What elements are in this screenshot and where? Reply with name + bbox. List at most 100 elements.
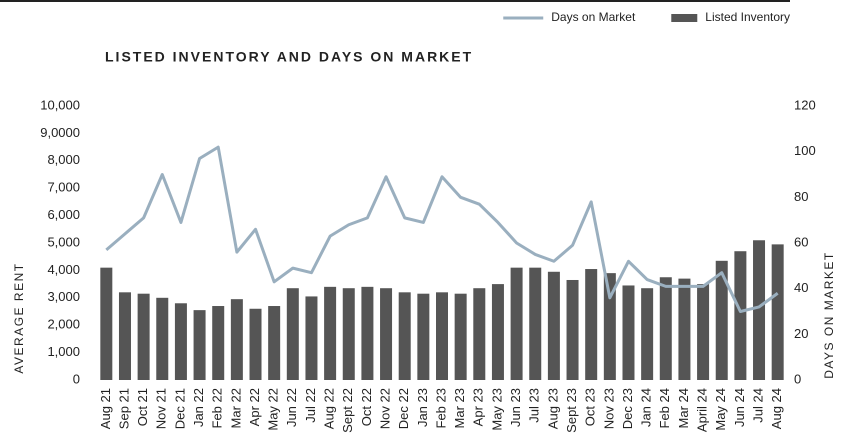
y-tick-label: 5,000 (47, 234, 80, 249)
bar (342, 288, 355, 380)
y-tick-label: 3,000 (47, 289, 80, 304)
x-tick-label: May 22 (266, 388, 281, 431)
bar (380, 288, 393, 380)
bar (585, 269, 598, 380)
chart-title: LISTED INVENTORY AND DAYS ON MARKET (105, 49, 473, 65)
y2-tick-label: 100 (794, 143, 816, 158)
x-tick-label: Apr 22 (247, 388, 262, 426)
y-tick-label: 0 (73, 371, 80, 386)
bar (566, 279, 579, 380)
bar (156, 297, 169, 380)
bar (324, 286, 337, 380)
x-tick-label: Sept 22 (340, 388, 355, 433)
y-tick-label: 6,000 (47, 207, 80, 222)
x-tick-label: Aug 24 (769, 388, 784, 429)
bar (398, 292, 411, 380)
x-tick-label: May 23 (489, 388, 504, 431)
y2-axis-label: DAYS ON MARKET (822, 251, 836, 378)
bar (641, 288, 654, 380)
top-rule (0, 0, 790, 2)
y2-tick-label: 0 (794, 371, 801, 386)
y2-tick-label: 60 (794, 234, 808, 249)
x-tick-label: Jan 23 (415, 388, 430, 427)
bar (678, 278, 691, 380)
x-tick-label: Dec 22 (396, 388, 411, 429)
bar (212, 306, 225, 380)
x-tick-label: Oct 22 (359, 388, 374, 426)
x-tick-label: Jun 22 (284, 388, 299, 427)
bar (249, 308, 262, 380)
bar (491, 284, 504, 380)
bar (286, 288, 299, 380)
x-tick-label: Feb 22 (210, 388, 225, 428)
x-tick-label: Dec 23 (620, 388, 635, 429)
y2-tick-label: 80 (794, 189, 808, 204)
x-tick-label: Jun 23 (508, 388, 523, 427)
x-tick-label: Mar 24 (676, 388, 691, 428)
bar (659, 277, 672, 380)
x-tick-label: Mar 22 (228, 388, 243, 428)
bar (622, 285, 635, 380)
bar (529, 267, 542, 380)
bar (771, 244, 784, 380)
y-tick-label: 2,000 (47, 317, 80, 332)
bar (137, 293, 150, 380)
bar (753, 240, 766, 380)
y2-tick-label: 40 (794, 280, 808, 295)
bar (100, 267, 113, 380)
x-tick-label: Nov 22 (377, 388, 392, 429)
x-tick-label: Aug 22 (322, 388, 337, 429)
x-tick-label: Aug 23 (545, 388, 560, 429)
bar (305, 296, 318, 380)
x-tick-label: Jul 24 (750, 388, 765, 423)
bar (436, 292, 448, 380)
y-tick-label: 1,000 (47, 344, 80, 359)
line (105, 145, 779, 313)
x-tick-label: May 24 (713, 388, 728, 431)
bar (268, 306, 281, 380)
x-tick-label: Jul 22 (303, 388, 318, 423)
x-tick-label: Oct 21 (135, 388, 150, 426)
bar (603, 273, 616, 380)
bar (174, 303, 187, 380)
x-tick-label: Jul 23 (527, 388, 542, 423)
y-tick-label: 8,000 (47, 152, 80, 167)
bar (361, 286, 374, 380)
bar (510, 267, 523, 380)
bar (454, 293, 467, 380)
x-tick-label: Feb 24 (657, 388, 672, 428)
bar (697, 284, 710, 380)
x-tick-label: Dec 21 (172, 388, 187, 429)
legend-label: Listed Inventory (705, 10, 790, 24)
bar (547, 271, 560, 380)
bar (417, 293, 430, 380)
x-tick-label: Nov 21 (154, 388, 169, 429)
bar (118, 292, 131, 380)
x-tick-label: Sep 21 (116, 388, 131, 429)
x-tick-label: Oct 23 (583, 388, 598, 426)
x-tick-label: Jun 24 (732, 388, 747, 427)
x-tick-label: Mar 23 (452, 388, 467, 428)
legend-swatch (671, 14, 698, 22)
x-tick-label: April 24 (695, 388, 710, 432)
y-tick-label: 10,000 (40, 97, 80, 112)
bar (193, 310, 206, 380)
y-tick-label: 9,0000 (40, 125, 80, 140)
x-tick-label: Apr 23 (471, 388, 486, 426)
x-tick-label: Nov 23 (601, 388, 616, 429)
x-tick-label: Jan 24 (639, 388, 654, 427)
x-tick-label: Aug 21 (98, 388, 113, 429)
bar (230, 299, 243, 380)
bar (734, 251, 747, 380)
bar (715, 260, 728, 380)
y-axis-label: AVERAGE RENT (12, 262, 26, 373)
y-tick-label: 7,000 (47, 180, 80, 195)
x-tick-label: Sept 23 (564, 388, 579, 433)
x-tick-label: Feb 23 (433, 388, 448, 428)
legend-label: Days on Market (551, 10, 636, 24)
bar (473, 288, 486, 380)
y-tick-label: 4,000 (47, 262, 80, 277)
y2-tick-label: 120 (794, 97, 816, 112)
x-tick-label: Jan 22 (191, 388, 206, 427)
